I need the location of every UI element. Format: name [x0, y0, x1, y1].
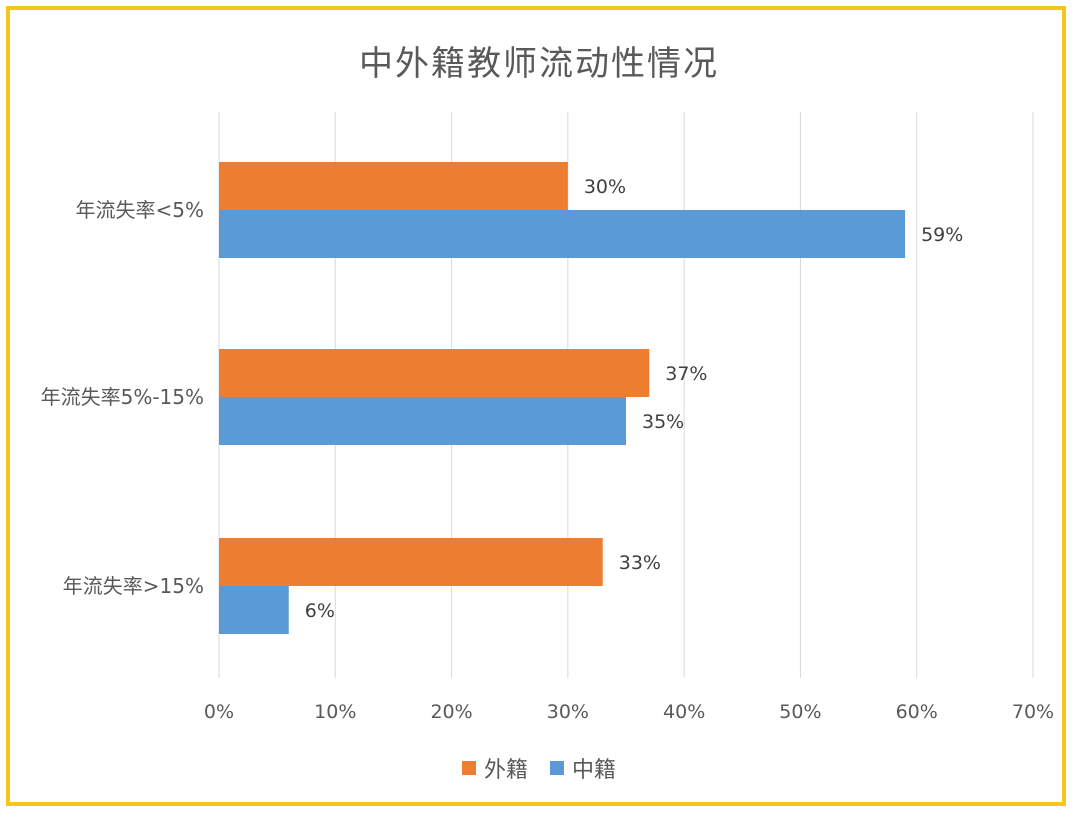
chart-title: 中外籍教师流动性情况	[359, 44, 719, 84]
legend-item-chinese: 中籍	[550, 752, 616, 784]
data-label-foreign-0: 30%	[584, 176, 626, 198]
category-label-1: 年流失率5%-15%	[41, 385, 204, 409]
category-label-0: 年流失率<5%	[76, 198, 205, 222]
x-tick-label-60: 60%	[896, 701, 938, 723]
x-tick-label-10: 10%	[314, 701, 356, 723]
legend-label-foreign: 外籍	[483, 758, 528, 783]
legend-label-chinese: 中籍	[572, 758, 617, 783]
legend-swatch-chinese	[550, 761, 564, 775]
x-tick-label-30: 30%	[547, 701, 589, 723]
x-tick-label-20: 20%	[430, 701, 472, 723]
legend-swatch-foreign	[461, 761, 476, 775]
bar-chinese-1	[219, 397, 626, 445]
data-label-chinese-0: 59%	[921, 224, 963, 246]
bar-foreign-1	[219, 349, 650, 397]
data-label-chinese-1: 35%	[642, 411, 684, 433]
category-label-2: 年流失率>15%	[63, 574, 204, 598]
x-tick-label-0: 0%	[204, 701, 234, 723]
data-label-chinese-2: 6%	[305, 600, 335, 622]
data-label-foreign-1: 37%	[665, 363, 707, 385]
x-tick-label-50: 50%	[779, 701, 821, 723]
chart-legend: 外籍 中籍	[0, 752, 1078, 784]
bar-foreign-0	[219, 162, 568, 210]
x-tick-label-70: 70%	[1012, 701, 1054, 723]
bar-chinese-2	[219, 586, 289, 634]
legend-item-foreign: 外籍	[461, 752, 528, 784]
x-tick-label-40: 40%	[663, 701, 705, 723]
bar-chinese-0	[219, 210, 906, 258]
data-label-foreign-2: 33%	[619, 552, 661, 574]
bar-foreign-2	[219, 538, 603, 586]
